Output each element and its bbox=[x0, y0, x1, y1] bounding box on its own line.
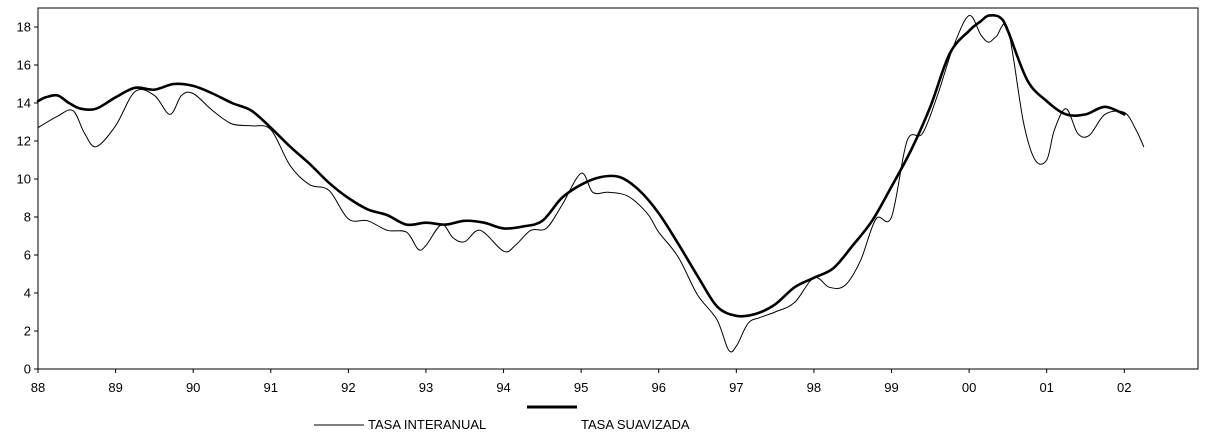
y-tick-label: 0 bbox=[24, 362, 31, 377]
x-tick-label: 89 bbox=[108, 380, 122, 395]
x-tick-label: 99 bbox=[884, 380, 898, 395]
x-tick-label: 98 bbox=[807, 380, 821, 395]
x-tick-label: 97 bbox=[729, 380, 743, 395]
y-tick-label: 6 bbox=[24, 248, 31, 263]
x-tick-label: 88 bbox=[31, 380, 45, 395]
y-tick-label: 10 bbox=[17, 172, 31, 187]
x-tick-label: 92 bbox=[341, 380, 355, 395]
y-tick-label: 14 bbox=[17, 96, 31, 111]
x-tick-label: 00 bbox=[962, 380, 976, 395]
series-line-tasa-interanual bbox=[37, 15, 1145, 353]
y-tick-label: 8 bbox=[24, 210, 31, 225]
y-axis: 0 2 4 6 8 10 12 14 16 18 bbox=[17, 20, 38, 377]
legend-label-suavizada: TASA SUAVIZADA bbox=[581, 417, 690, 432]
x-tick-label: 93 bbox=[419, 380, 433, 395]
x-tick-label: 96 bbox=[652, 380, 666, 395]
series-layer bbox=[36, 13, 1145, 353]
series-line-tasa-suavizada bbox=[36, 13, 1126, 318]
plot-area bbox=[37, 7, 1199, 370]
x-tick-label: 02 bbox=[1117, 380, 1131, 395]
x-tick-label: 91 bbox=[264, 380, 278, 395]
x-axis: 88 89 90 91 92 93 94 95 96 97 98 99 00 01 02 bbox=[31, 369, 1132, 395]
x-tick-label: 95 bbox=[574, 380, 588, 395]
y-tick-label: 12 bbox=[17, 134, 31, 149]
y-tick-label: 16 bbox=[17, 58, 31, 73]
legend: TASA INTERANUAL TASA SUAVIZADA bbox=[314, 405, 690, 432]
y-tick-label: 4 bbox=[24, 286, 31, 301]
x-tick-label: 90 bbox=[186, 380, 200, 395]
x-tick-label: 94 bbox=[496, 380, 510, 395]
y-tick-label: 2 bbox=[24, 324, 31, 339]
x-tick-label: 01 bbox=[1039, 380, 1053, 395]
y-tick-label: 18 bbox=[17, 20, 31, 35]
legend-label-interanual: TASA INTERANUAL bbox=[368, 417, 486, 432]
